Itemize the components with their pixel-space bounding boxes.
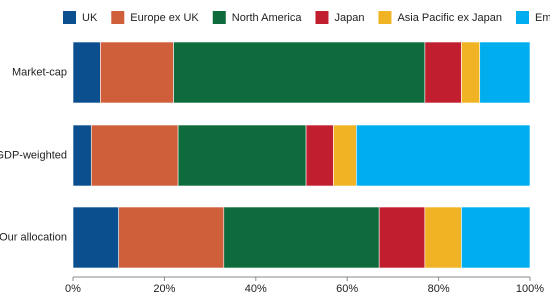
bar-segment [461,206,531,269]
x-tick-label: 60% [336,283,358,295]
x-tick-label: 20% [153,283,175,295]
x-tick-label: 80% [428,283,450,295]
x-tick-label: 100% [516,283,544,295]
bar-segment [378,206,426,269]
x-tick-label: 40% [245,283,267,295]
legend-swatch [378,11,392,24]
legend-label: North America [232,12,303,24]
bar-segment [177,124,307,187]
legend-swatch [516,11,530,24]
legend-label: UK [82,12,98,24]
y-tick-label: Our allocation [0,231,67,243]
legend-label: Japan [334,12,364,24]
bar-segment [90,124,179,187]
bar-segment [461,41,481,104]
bar-segment [173,41,426,104]
legend-swatch [63,11,76,24]
bar-segment [100,41,174,104]
y-tick-label: GDP-weighted [0,149,67,161]
legend-swatch [315,11,329,24]
bar-segment [72,206,120,269]
legend-swatch [111,11,125,24]
bar-segment [356,124,531,187]
bar-segment [118,206,225,269]
bar-segment [72,124,92,187]
bar-segment [72,41,101,104]
bar-segment [479,41,531,104]
bar-segment [223,206,380,269]
legend-swatch [212,11,226,24]
x-tick-label: 0% [65,283,81,295]
bar-segment [424,41,462,104]
legend-label: Europe ex UK [130,12,199,24]
bar-segment [333,124,357,187]
bar-segment [305,124,334,187]
bar-segment [424,206,462,269]
legend-label: Emerging markets [535,12,550,24]
legend-label: Asia Pacific ex Japan [397,12,502,24]
y-tick-label: Market-cap [12,66,67,78]
